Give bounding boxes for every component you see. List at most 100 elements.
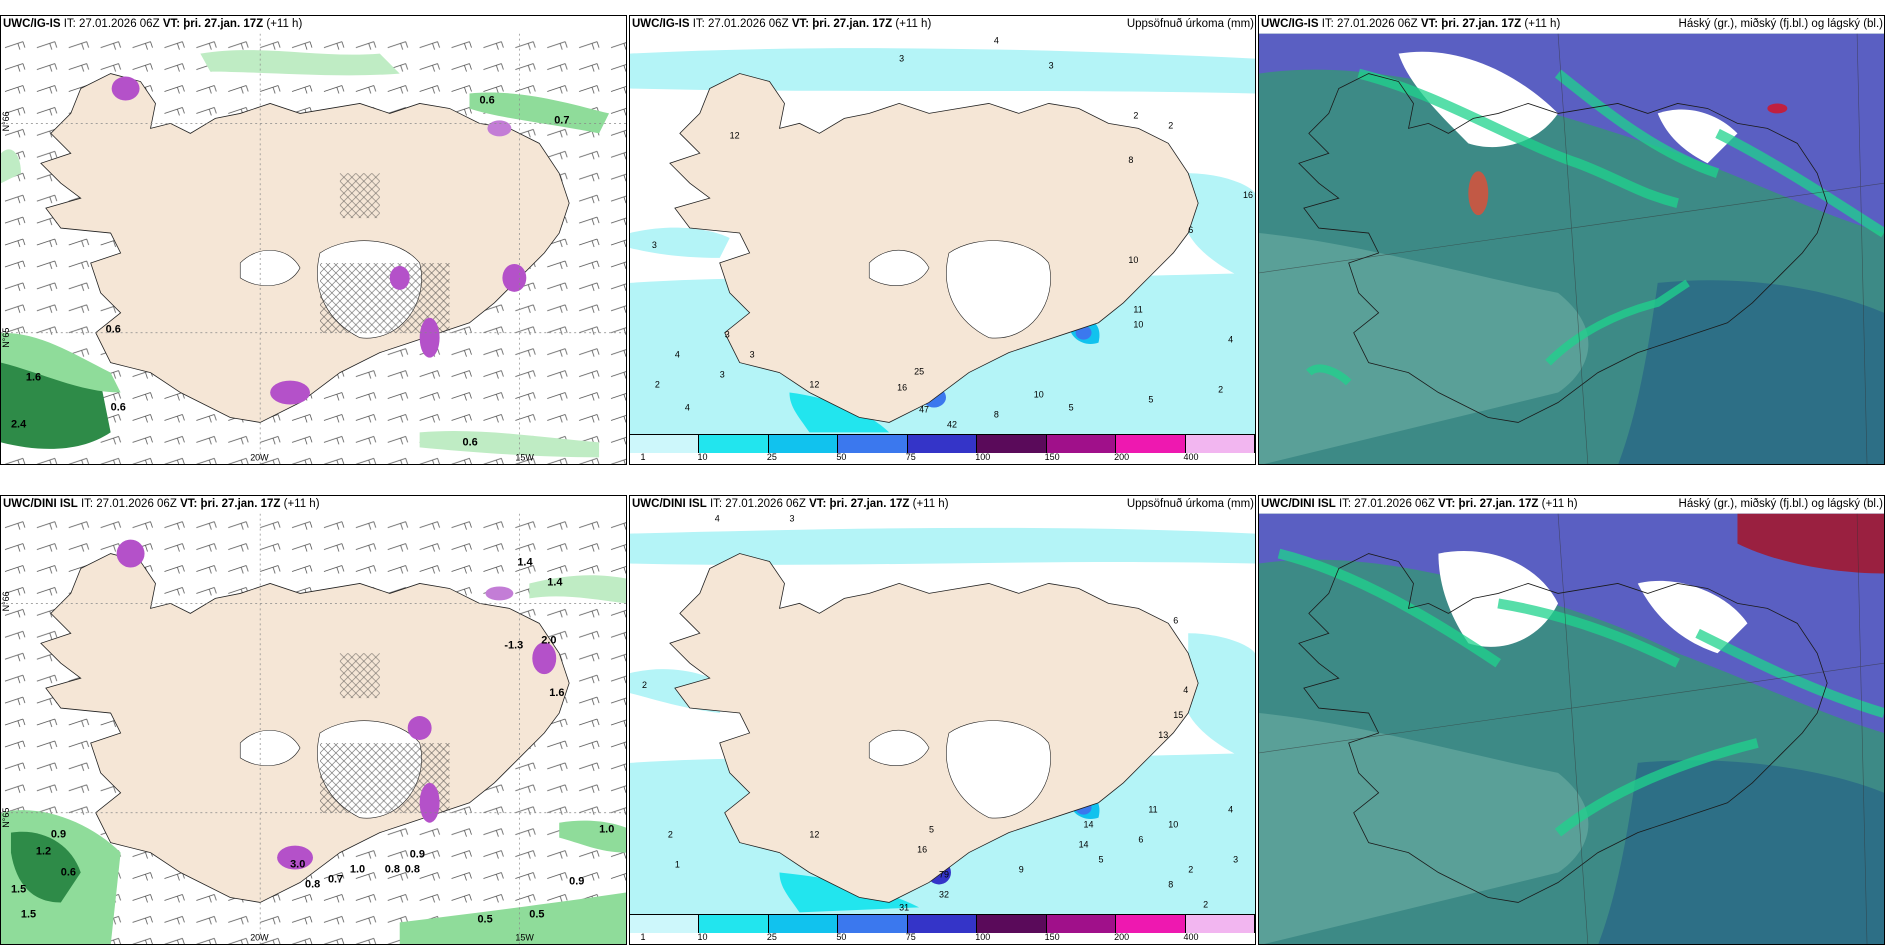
colorbar-swatch	[630, 915, 700, 933]
cloud-clear	[1657, 109, 1738, 164]
wind-shade	[399, 892, 626, 944]
wind-value: 0.8	[305, 878, 320, 890]
precip-value: 12	[730, 130, 740, 140]
precip-area	[630, 227, 730, 258]
colorbar-swatch	[768, 435, 839, 453]
panel-header: UWC/IG-IS IT: 27.01.2026 06Z VT: þri. 27…	[1, 16, 626, 33]
colorbar-swatch	[768, 915, 839, 933]
precip-value: 2	[668, 830, 673, 840]
precip-blob	[389, 265, 410, 290]
cloud-map	[1259, 33, 1884, 464]
colorbar-label: 25	[766, 452, 777, 462]
wind-shade	[559, 820, 626, 853]
colorbar-label: 75	[905, 932, 916, 942]
cloud-clear	[1438, 551, 1559, 647]
lat-label: N°66	[1, 591, 11, 611]
precip-value: 32	[939, 889, 949, 899]
colorbar-swatch	[977, 915, 1047, 933]
precip-value: 25	[914, 367, 924, 377]
precip-value: 4	[715, 514, 720, 524]
precip-value: 3	[1049, 61, 1054, 71]
snow-hatch	[339, 653, 380, 699]
iceland-outline	[1298, 73, 1828, 423]
precip-value: 16	[897, 383, 907, 393]
vt-label: VT:	[791, 18, 810, 30]
cloud-low	[1618, 280, 1884, 464]
precip-value: 2	[655, 380, 660, 390]
cloud-clear	[1398, 51, 1559, 148]
precip-blob	[485, 586, 514, 601]
precip-value: 2	[1218, 384, 1223, 394]
lead-time: (+11 h)	[266, 18, 303, 30]
precip-value: 3	[720, 370, 725, 380]
precip-value: 3	[725, 330, 730, 340]
colorbar-labels: 1 10 25 50 75 100 150 200 400	[630, 932, 1255, 944]
lon-label: 15W	[515, 452, 534, 462]
cloud-high-dense	[1737, 513, 1884, 574]
precip-blob	[532, 642, 557, 675]
colorbar-swatches	[630, 434, 1255, 453]
precip-value: 4	[675, 350, 680, 360]
wind-shade	[200, 50, 400, 76]
panel-precip-bottom: UWC/DINI ISL IT: 27.01.2026 06Z VT: þri.…	[629, 495, 1256, 945]
colorbar-swatch	[907, 435, 978, 453]
precip-value: 10	[1168, 820, 1178, 830]
precip-value: 8	[1128, 155, 1133, 165]
cloud-low	[1259, 233, 1589, 464]
panel-title: Uppsöfnuð úrkoma (mm)	[1126, 498, 1254, 510]
init-time: IT: 27.01.2026 06Z	[709, 498, 806, 510]
glacier	[239, 249, 301, 286]
precip-value: 2	[1203, 899, 1208, 909]
wind-shade	[1, 332, 121, 393]
colorbar-swatch	[1046, 435, 1117, 453]
precip-value: 4	[1228, 335, 1233, 345]
cloud-low	[1598, 760, 1884, 944]
precip-blob	[407, 716, 432, 740]
model-name: UWC/IG-IS	[632, 18, 690, 30]
colorbar-swatch	[1185, 915, 1255, 933]
precip-colorbar: 1 10 25 50 75 100 150 200 400	[630, 434, 1255, 464]
colorbar-label: 1	[640, 452, 646, 462]
model-name: UWC/DINI ISL	[3, 498, 78, 510]
lead-time: (+11 h)	[1524, 18, 1561, 30]
lon-label: 20W	[250, 452, 269, 462]
precip-area	[1188, 633, 1255, 763]
precip-value: 14	[1084, 820, 1094, 830]
vt-label: VT:	[809, 498, 827, 510]
precip-value: 6	[1138, 835, 1143, 845]
colorbar-label: 150	[1044, 452, 1060, 462]
precip-map: 4 3 2 2 14 8 12 2 1 6 4 10 11 9 5 5 16 7…	[630, 513, 1255, 916]
panel-header: UWC/DINI ISL IT: 27.01.2026 06Z VT: þri.…	[1259, 496, 1884, 513]
panel-title: Uppsöfnuð úrkoma (mm)	[1126, 18, 1254, 30]
model-name: UWC/IG-IS	[3, 18, 61, 30]
wind-shade	[10, 831, 81, 903]
lon-label: 20W	[250, 932, 269, 942]
graticule	[1259, 513, 1884, 944]
iceland-land	[40, 73, 570, 423]
model-name: UWC/DINI ISL	[1261, 498, 1336, 510]
precip-value: 3	[899, 54, 904, 64]
precip-area	[630, 527, 1255, 565]
colorbar-swatch	[699, 435, 769, 453]
colorbar-swatch	[838, 435, 908, 453]
wind-value: 1.6	[26, 372, 41, 384]
precip-value: 6	[1188, 225, 1193, 235]
colorbar-label: 400	[1183, 452, 1199, 462]
wind-value: 2.0	[541, 634, 556, 646]
lead-time: (+11 h)	[912, 498, 949, 510]
precip-value: 4	[685, 402, 690, 412]
precip-blob	[111, 76, 140, 101]
lead-time: (+11 h)	[895, 18, 932, 30]
precip-value: 2	[1133, 110, 1138, 120]
wind-value: 0.5	[529, 908, 544, 920]
wind-value: 1.4	[547, 576, 563, 588]
colorbar-label: 400	[1183, 932, 1199, 942]
lat-label: N°66	[1, 111, 11, 131]
precip-blob	[419, 782, 440, 823]
cloud-high	[1277, 548, 1884, 837]
graticule	[1, 513, 626, 944]
glacier	[868, 249, 930, 286]
wind-value: 0.9	[51, 829, 66, 841]
snow-hatch	[319, 262, 450, 333]
cloud-map	[1259, 513, 1884, 944]
